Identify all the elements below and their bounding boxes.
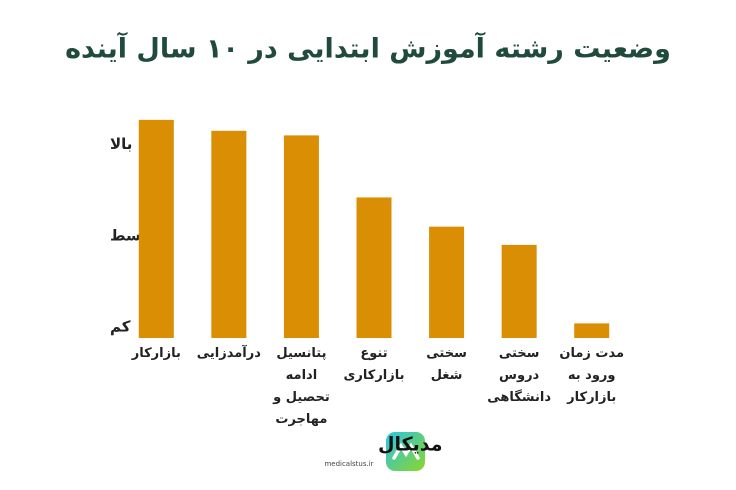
x-tick-label: سختی شغل: [426, 346, 467, 383]
x-tick-label: مدت زمان ورود به بازارکار: [559, 346, 625, 405]
bar: [574, 323, 610, 338]
y-tick-label: کم: [110, 318, 131, 336]
bar: [211, 130, 247, 338]
x-tick-label: درآمدزایی: [196, 346, 261, 361]
bar: [429, 226, 465, 338]
bar: [138, 119, 174, 338]
x-tick-label: تنوع بازارکاری: [343, 346, 405, 383]
y-tick-label: بالا: [110, 135, 132, 153]
bar: [501, 244, 537, 338]
x-tick-label: سختی دروس دانشگاهی: [487, 346, 552, 405]
bar: [356, 197, 392, 338]
x-tick-label: بازارکار: [131, 346, 181, 361]
logo-glyph: [392, 442, 420, 460]
logo-url: medicalstus.ir: [324, 460, 373, 468]
chart-title: وضعیت رشته آموزش ابتدایی در ۱۰ سال آینده: [65, 32, 671, 65]
x-tick-label: پتانسیل ادامه تحصیل و مهاجرت: [273, 346, 330, 427]
logo-name: مدیکال: [378, 434, 443, 456]
bar: [283, 135, 319, 338]
